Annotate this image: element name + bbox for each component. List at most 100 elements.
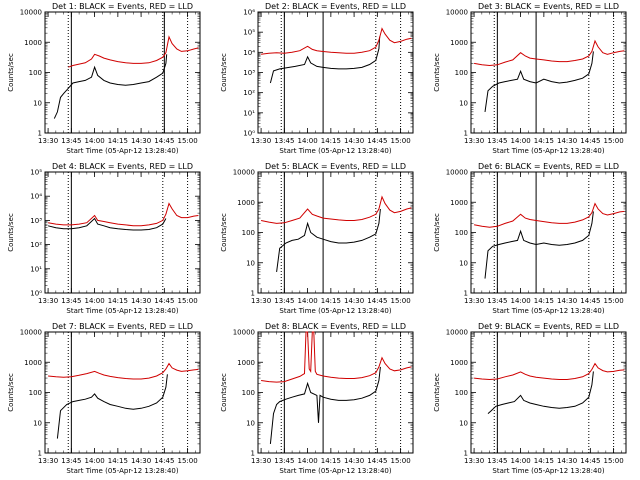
series-line-red <box>474 202 625 228</box>
series-line-black <box>53 54 168 119</box>
x-tick-label: 14:15 <box>534 297 554 305</box>
x-tick-label: 13:45 <box>61 297 81 305</box>
x-tick-label: 13:30 <box>251 457 271 465</box>
y-axis-label: Counts/sec <box>7 213 15 252</box>
y-tick-label: 10000 <box>20 9 42 17</box>
y-tick-label: 1000 <box>237 199 255 207</box>
x-tick-label: 13:45 <box>487 137 507 145</box>
series-line-black <box>56 374 168 439</box>
x-tick-label: 14:45 <box>154 297 174 305</box>
x-axis-label: Start Time (05-Apr-12 13:28:40) <box>492 307 604 315</box>
x-axis-label: Start Time (05-Apr-12 13:28:40) <box>66 307 178 315</box>
x-tick-label: 13:30 <box>38 457 58 465</box>
x-tick-label: 14:00 <box>511 297 531 305</box>
y-tick-label: 10⁶ <box>243 9 255 17</box>
y-axis-label: Counts/sec <box>220 373 228 412</box>
x-tick-label: 14:00 <box>298 297 318 305</box>
y-tick-label: 1000 <box>450 359 468 367</box>
chart-panel-9: Det 9: BLACK = Events, RED = LLD 1 10 100 10… <box>433 322 627 475</box>
y-tick-label: 10 <box>459 259 468 267</box>
chart-title: Det 2: BLACK = Events, RED = LLD <box>265 2 406 11</box>
x-tick-label: 14:15 <box>108 297 128 305</box>
y-tick-label: 10 <box>33 419 42 427</box>
x-tick-label: 15:00 <box>178 137 198 145</box>
y-tick-label: 1000 <box>237 359 255 367</box>
y-tick-label: 10000 <box>446 169 468 177</box>
x-tick-label: 14:45 <box>580 457 600 465</box>
y-tick-label: 10000 <box>233 329 255 337</box>
x-tick-label: 13:45 <box>487 457 507 465</box>
chart-panel-3: Det 3: BLACK = Events, RED = LLD 1 10 100 10… <box>433 2 627 155</box>
series-line-red <box>474 39 625 67</box>
chart-title: Det 7: BLACK = Events, RED = LLD <box>52 322 193 331</box>
x-tick-label: 14:15 <box>534 457 554 465</box>
y-tick-label: 10⁵ <box>243 29 255 37</box>
chart-title: Det 8: BLACK = Events, RED = LLD <box>265 322 406 331</box>
x-tick-label: 13:45 <box>61 457 81 465</box>
y-tick-label: 10 <box>33 99 42 107</box>
x-axis-label: Start Time (05-Apr-12 13:28:40) <box>492 467 604 475</box>
y-tick-label: 10 <box>459 419 468 427</box>
y-tick-label: 100 <box>455 229 468 237</box>
x-tick-label: 14:30 <box>131 297 151 305</box>
x-tick-label: 14:30 <box>344 297 364 305</box>
series-line-red <box>48 202 199 227</box>
x-axis-label: Start Time (05-Apr-12 13:28:40) <box>279 467 391 475</box>
y-axis-label: Counts/sec <box>433 373 441 412</box>
x-tick-label: 13:45 <box>274 297 294 305</box>
x-tick-label: 14:00 <box>85 297 105 305</box>
x-tick-label: 14:45 <box>367 137 387 145</box>
x-tick-label: 14:30 <box>131 137 151 145</box>
x-tick-label: 15:00 <box>391 137 411 145</box>
y-tick-label: 1 <box>38 450 42 458</box>
x-tick-label: 13:45 <box>487 297 507 305</box>
series-line-black <box>47 217 167 231</box>
series-line-black <box>484 211 594 279</box>
y-tick-label: 10⁴ <box>30 193 42 201</box>
x-tick-label: 14:15 <box>108 137 128 145</box>
series-line-red <box>474 362 625 381</box>
series-line-black <box>487 371 594 414</box>
x-tick-label: 14:45 <box>367 297 387 305</box>
y-tick-label: 100 <box>455 69 468 77</box>
y-tick-label: 10⁰ <box>243 130 255 138</box>
x-tick-label: 14:00 <box>298 457 318 465</box>
chart-title: Det 5: BLACK = Events, RED = LLD <box>265 162 406 171</box>
chart-panel-8: Det 8: BLACK = Events, RED = LLD 1 10 100 10… <box>220 322 414 475</box>
x-tick-label: 13:30 <box>464 137 484 145</box>
x-tick-label: 13:30 <box>464 297 484 305</box>
y-tick-label: 10 <box>459 99 468 107</box>
x-tick-label: 14:45 <box>367 457 387 465</box>
y-axis-label: Counts/sec <box>7 373 15 412</box>
plot-frame <box>44 171 201 294</box>
y-tick-label: 10000 <box>233 169 255 177</box>
y-tick-label: 100 <box>29 389 42 397</box>
x-tick-label: 15:00 <box>604 297 624 305</box>
y-tick-label: 10000 <box>446 329 468 337</box>
x-tick-label: 15:00 <box>391 457 411 465</box>
y-tick-label: 100 <box>29 69 42 77</box>
x-tick-label: 14:30 <box>557 457 577 465</box>
y-tick-label: 1 <box>464 450 468 458</box>
y-tick-label: 1 <box>464 290 468 298</box>
x-tick-label: 15:00 <box>604 457 624 465</box>
series-line-red <box>260 195 412 224</box>
x-tick-label: 14:15 <box>321 457 341 465</box>
x-tick-label: 14:45 <box>154 457 174 465</box>
x-tick-label: 15:00 <box>178 457 198 465</box>
x-tick-label: 14:00 <box>511 137 531 145</box>
series-line-red <box>261 27 412 55</box>
series-line-black <box>276 208 381 272</box>
x-tick-label: 14:00 <box>298 137 318 145</box>
y-tick-label: 1000 <box>450 199 468 207</box>
y-tick-label: 1 <box>251 450 255 458</box>
x-tick-label: 13:45 <box>274 457 294 465</box>
x-tick-label: 15:00 <box>178 297 198 305</box>
y-axis-label: Counts/sec <box>220 53 228 92</box>
x-tick-label: 14:15 <box>534 137 554 145</box>
series-line-black <box>269 36 381 84</box>
x-tick-label: 14:30 <box>344 137 364 145</box>
y-tick-label: 10¹ <box>243 109 255 117</box>
y-tick-label: 10² <box>243 89 255 97</box>
